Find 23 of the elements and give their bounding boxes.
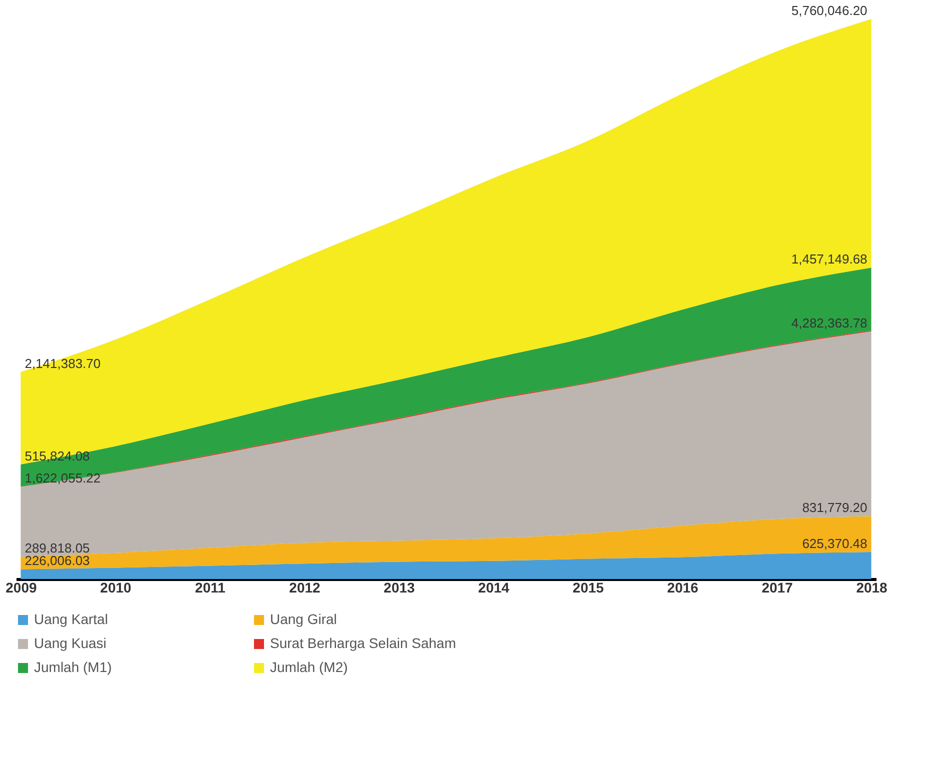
data-label: 1,457,149.68 [791,252,868,267]
data-label: 831,779.20 [802,500,868,516]
data-label: 289,818.05 [24,540,90,556]
x-tick-label: 2012 [289,580,321,596]
data-label: 5,760,046.20 [791,3,868,18]
x-tick-label: 2009 [6,580,38,596]
x-tick-label: 2018 [856,580,888,596]
x-tick-label: 2015 [572,580,604,596]
x-tick-label: 2011 [195,580,226,596]
data-label: 4,282,363.78 [791,315,868,330]
x-tick-label: 2017 [762,580,794,596]
legend-label: Uang Kuasi [34,635,106,651]
x-tick-label: 2013 [384,580,416,596]
data-label: 226,006.03 [24,553,90,568]
legend-label: Jumlah (M2) [270,659,348,675]
legend-label: Surat Berharga Selain Saham [270,635,456,651]
x-tick-label: 2016 [667,580,699,596]
x-tick-label: 2014 [478,580,510,596]
x-tick-label: 2010 [100,580,132,596]
legend-label: Uang Giral [270,611,337,627]
legend-label: Uang Kartal [34,611,108,627]
legend-label: Jumlah (M1) [34,659,112,675]
data-label: 625,370.48 [802,536,868,552]
